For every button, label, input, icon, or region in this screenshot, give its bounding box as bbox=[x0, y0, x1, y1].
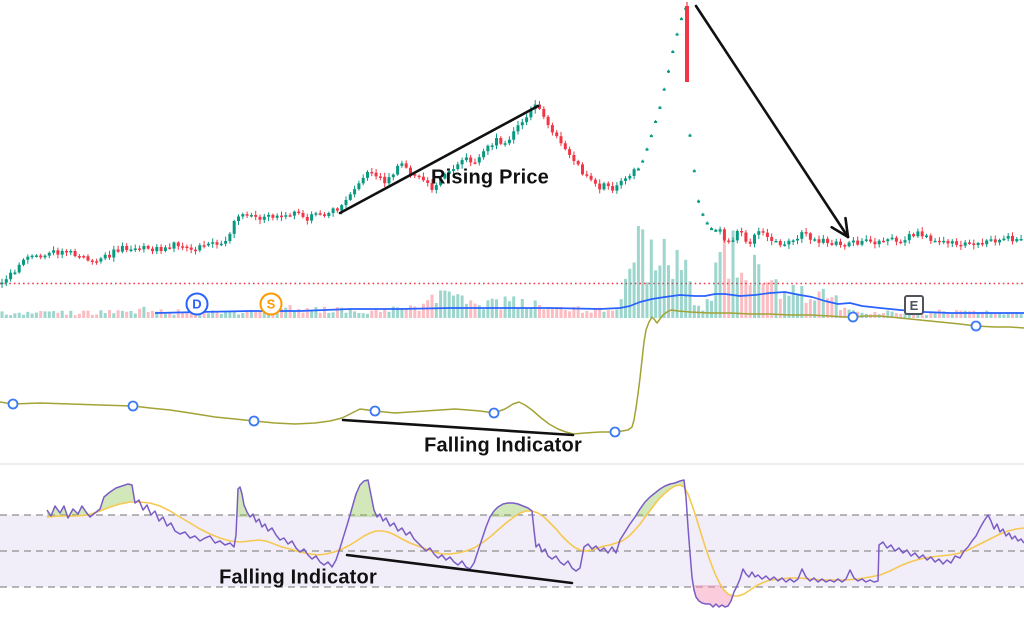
down-arrow[interactable] bbox=[694, 4, 850, 239]
trendline-falling-1[interactable] bbox=[341, 418, 575, 437]
climax-candle bbox=[685, 2, 689, 82]
overlay-indicator-line bbox=[0, 309, 1024, 435]
falling-indicator-label-1[interactable]: Falling Indicator bbox=[424, 434, 582, 457]
falling-indicator-label-2[interactable]: Falling Indicator bbox=[219, 566, 377, 589]
signal-marker-s[interactable]: S bbox=[259, 292, 283, 316]
trendline-rising[interactable] bbox=[338, 104, 540, 215]
price-candles bbox=[0, 6, 1023, 289]
oscillator-slow-line bbox=[46, 484, 1024, 597]
rising-price-label[interactable]: Rising Price bbox=[431, 166, 549, 189]
oscillator-fill-above bbox=[47, 480, 988, 517]
indicator-point-markers bbox=[7, 311, 982, 438]
trendline-falling-2[interactable] bbox=[345, 553, 574, 585]
exit-marker-e[interactable]: E bbox=[904, 295, 924, 315]
oscillator-fill-below bbox=[694, 585, 732, 607]
entry-marker-d[interactable]: D bbox=[185, 292, 209, 316]
oscillator-fast-line bbox=[46, 479, 1024, 608]
volume-ma-line bbox=[154, 291, 1024, 314]
